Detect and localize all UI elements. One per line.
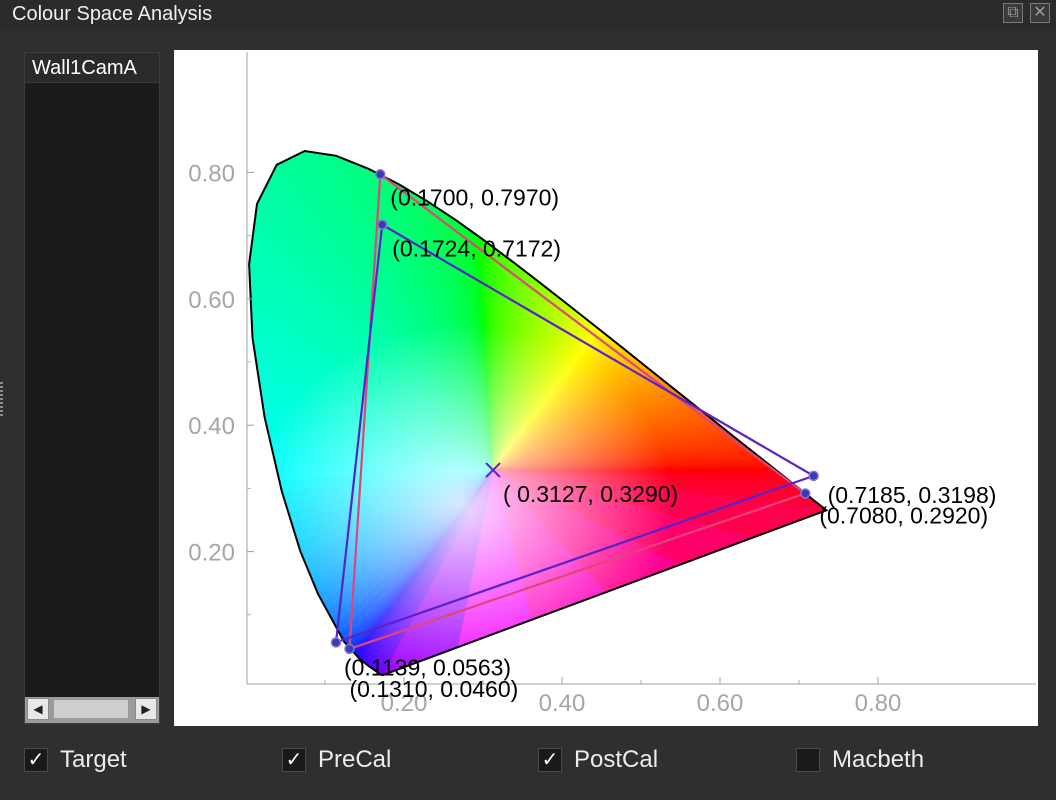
- x-tick-label: 0.20: [381, 690, 428, 717]
- y-tick-label: 0.80: [188, 160, 235, 187]
- y-tick-label: 0.40: [188, 413, 235, 440]
- vertex-coordinate-label: (0.7080, 0.2920): [819, 502, 988, 528]
- white-point-label: ( 0.3127, 0.3290): [503, 481, 678, 507]
- x-tick-label: 0.80: [855, 690, 902, 717]
- close-icon[interactable]: ✕: [1030, 3, 1050, 23]
- title-bar: Colour Space Analysis ⧉ ✕: [0, 0, 1056, 30]
- vertex-coordinate-label: (0.1310, 0.0460): [349, 676, 518, 702]
- window-title: Colour Space Analysis: [12, 3, 213, 25]
- item-list: Wall1CamA ◀ ▶: [24, 52, 160, 724]
- arrow-left-icon[interactable]: ◀: [27, 698, 49, 720]
- chromaticity-chart-svg: 0.20 0.40 0.60 0.80 0.20 0.40 0.60 0.80 (0.1700…: [188, 52, 1036, 717]
- target-label: Target: [60, 746, 127, 773]
- gamut-vertex-point: [808, 470, 819, 482]
- chromaticity-chart: 0.20 0.40 0.60 0.80 0.20 0.40 0.60 0.80 (0.1700…: [174, 50, 1038, 726]
- arrow-right-icon[interactable]: ▶: [135, 698, 157, 720]
- precal-checkbox[interactable]: ✓: [282, 748, 306, 772]
- gamut-vertex-point: [376, 219, 388, 230]
- macbeth-checkbox[interactable]: [796, 748, 820, 772]
- scrollbar-thumb[interactable]: [53, 699, 129, 719]
- postcal-label: PostCal: [574, 746, 659, 773]
- horizontal-scrollbar[interactable]: ◀ ▶: [25, 697, 159, 723]
- dock-resize-handle[interactable]: [0, 382, 3, 418]
- precal-label: PreCal: [318, 746, 392, 773]
- gamut-vertex-point: [344, 643, 355, 655]
- gamut-vertex-point: [330, 637, 342, 648]
- chart-axes: 0.20 0.40 0.60 0.80 0.20 0.40 0.60 0.80: [188, 52, 1036, 717]
- macbeth-label: Macbeth: [832, 746, 925, 773]
- restore-window-icon[interactable]: ⧉: [1003, 3, 1023, 23]
- vertex-coordinate-label: (0.1724, 0.7172): [392, 236, 561, 262]
- chart-marks: (0.1700, 0.7970) (0.7080, 0.2920) (0.1310,…: [330, 169, 997, 702]
- y-tick-label: 0.60: [188, 287, 235, 314]
- gamut-vertex-point: [375, 169, 386, 180]
- list-item-wall1cama[interactable]: Wall1CamA: [25, 53, 159, 83]
- x-tick-label: 0.40: [539, 690, 586, 717]
- gamut-triangle-1: [348, 172, 808, 651]
- vertex-coordinate-label: (0.1700, 0.7970): [390, 184, 559, 210]
- x-tick-label: 0.60: [697, 690, 744, 717]
- vertex-coordinate-label: (0.1139, 0.0563): [344, 654, 511, 680]
- y-tick-label: 0.20: [188, 540, 235, 567]
- target-checkbox[interactable]: ✓: [24, 748, 48, 772]
- white-point-marker: [485, 462, 501, 478]
- gamut-triangle-2: [334, 222, 817, 645]
- postcal-checkbox[interactable]: ✓: [538, 748, 562, 772]
- white-point-glow: [249, 220, 794, 675]
- vertex-coordinate-label: (0.7185, 0.3198): [828, 482, 997, 508]
- gamut-vertex-point: [800, 488, 811, 499]
